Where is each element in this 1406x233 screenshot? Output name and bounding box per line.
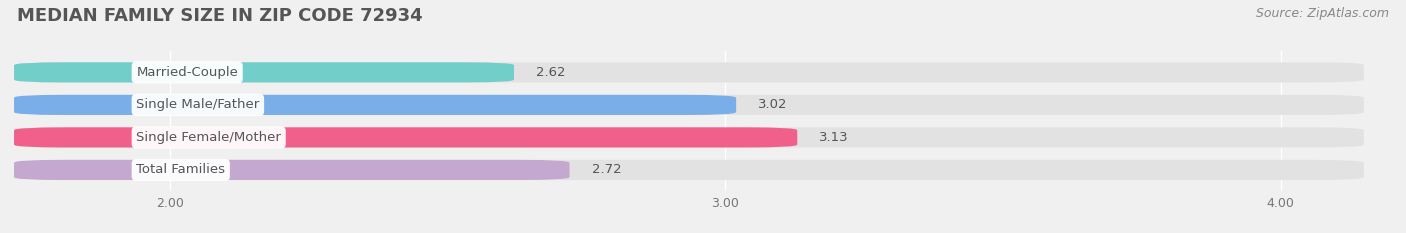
Text: Married-Couple: Married-Couple: [136, 66, 238, 79]
Text: 3.13: 3.13: [820, 131, 849, 144]
Text: MEDIAN FAMILY SIZE IN ZIP CODE 72934: MEDIAN FAMILY SIZE IN ZIP CODE 72934: [17, 7, 422, 25]
FancyBboxPatch shape: [14, 127, 797, 147]
Text: Single Female/Mother: Single Female/Mother: [136, 131, 281, 144]
FancyBboxPatch shape: [14, 160, 569, 180]
FancyBboxPatch shape: [14, 62, 1364, 82]
FancyBboxPatch shape: [14, 160, 1364, 180]
Text: Single Male/Father: Single Male/Father: [136, 98, 260, 111]
FancyBboxPatch shape: [14, 62, 515, 82]
Text: Source: ZipAtlas.com: Source: ZipAtlas.com: [1256, 7, 1389, 20]
Text: 2.72: 2.72: [592, 163, 621, 176]
Text: Total Families: Total Families: [136, 163, 225, 176]
FancyBboxPatch shape: [14, 95, 737, 115]
FancyBboxPatch shape: [14, 95, 1364, 115]
FancyBboxPatch shape: [14, 127, 1364, 147]
Text: 2.62: 2.62: [536, 66, 565, 79]
Text: 3.02: 3.02: [758, 98, 787, 111]
